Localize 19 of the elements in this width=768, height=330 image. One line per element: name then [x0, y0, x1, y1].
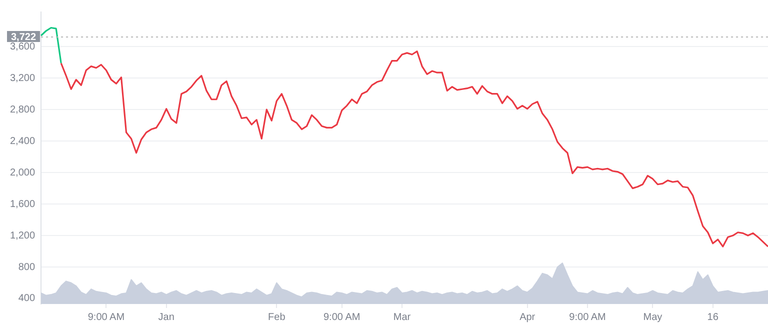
x-tick-label: 16	[707, 312, 719, 323]
x-tick-label: 9:00 AM	[88, 312, 125, 323]
y-tick-label: 400	[18, 293, 36, 304]
y-tick-label: 2,800	[10, 104, 36, 116]
x-tick-label: Mar	[393, 312, 412, 323]
y-tick-label: 3,200	[10, 72, 36, 84]
y-tick-label: 800	[18, 262, 36, 273]
y-tick-label: 2,400	[10, 136, 36, 147]
x-tick-label: Feb	[268, 312, 286, 323]
y-tick-label: 1,600	[10, 198, 36, 210]
x-tick-label: May	[643, 312, 662, 323]
x-tick-label: Jan	[158, 312, 174, 323]
x-tick-label: 9:00 AM	[323, 312, 360, 323]
y-tick-label: 1,200	[10, 230, 36, 242]
x-tick-label: Apr	[520, 312, 536, 323]
x-tick-label: 9:00 AM	[569, 312, 606, 323]
ref-line-label: 3,722	[10, 32, 36, 43]
y-tick-label: 3,600	[10, 41, 36, 52]
y-tick-label: 2,000	[10, 167, 36, 178]
